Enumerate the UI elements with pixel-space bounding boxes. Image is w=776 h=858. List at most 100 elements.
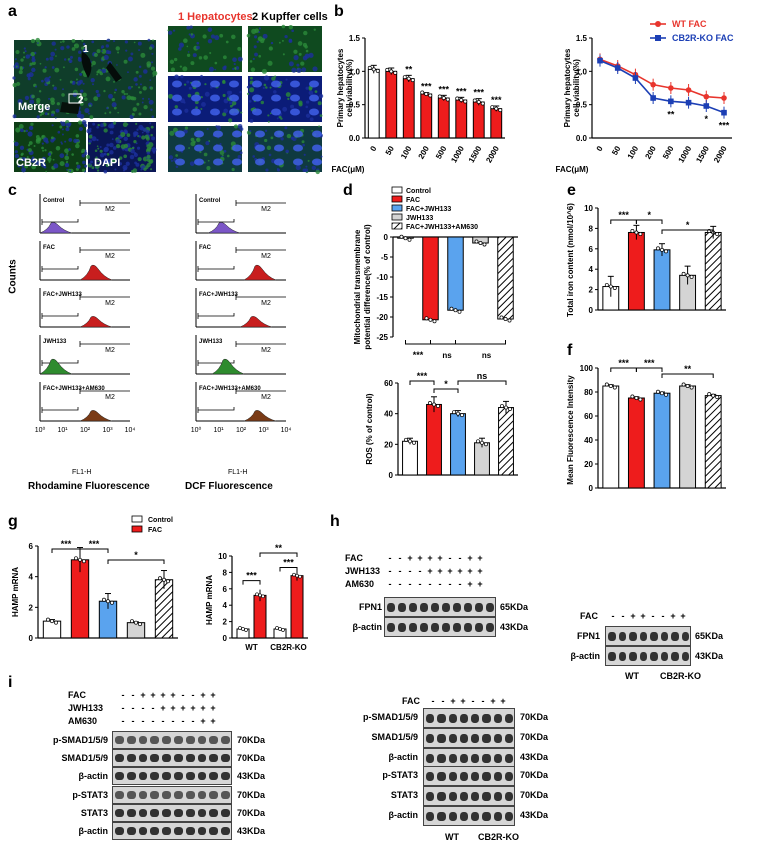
tissue-speck	[196, 41, 200, 45]
data-point	[371, 67, 376, 72]
tissue-speck	[101, 50, 103, 52]
blot-band	[138, 791, 148, 799]
sig-bracket	[610, 219, 637, 224]
tissue-speck	[190, 33, 194, 36]
tissue-speck	[62, 88, 64, 91]
flow-row-label: FAC+JWH133+AM630	[43, 386, 105, 392]
blot-band	[185, 754, 195, 762]
bar-1	[385, 70, 398, 139]
nucleus	[312, 158, 322, 166]
series-point	[685, 87, 692, 93]
x-tick-label: 1500	[467, 144, 484, 164]
blot-band	[493, 733, 502, 743]
tissue-speck	[270, 41, 274, 45]
tissue-speck	[105, 76, 111, 82]
tissue-speck	[254, 52, 258, 57]
tissue-speck	[130, 52, 134, 56]
sig-label: **	[684, 364, 692, 374]
tissue-speck	[19, 145, 25, 150]
sig-label: *	[444, 379, 448, 389]
tissue-speck	[125, 161, 130, 166]
data-point	[106, 599, 110, 604]
data-point	[476, 439, 480, 444]
bar-6	[472, 101, 485, 139]
i-blot-3	[112, 786, 232, 804]
tissue-speck	[276, 168, 279, 171]
tissue-speck	[188, 86, 192, 90]
tissue-speck	[268, 46, 273, 51]
histogram-4	[79, 410, 113, 422]
nucleus	[175, 144, 185, 152]
tissue-speck	[204, 91, 210, 97]
tissue-speck	[183, 83, 187, 86]
i-left-condition-label: FAC	[68, 690, 86, 700]
data-point	[275, 626, 279, 630]
tissue-speck	[187, 51, 190, 53]
i-right-protein-label: STAT3	[390, 790, 418, 800]
tissue-speck	[83, 97, 88, 102]
tissue-speck	[22, 157, 27, 162]
tissue-speck	[131, 86, 133, 88]
hepatocytes-title: 1 Hepatocytes	[178, 11, 253, 23]
x-tick-label: 1000	[677, 144, 694, 164]
blot-band	[639, 651, 647, 661]
tissue-speck	[233, 124, 239, 129]
tissue-speck	[81, 120, 87, 125]
tissue-speck	[168, 155, 174, 160]
tissue-speck	[174, 105, 178, 109]
blot-band	[126, 827, 136, 835]
bar-4	[704, 231, 722, 311]
blot-band	[126, 772, 136, 780]
tissue-speck	[54, 117, 57, 119]
i-right-sign: -	[431, 696, 435, 706]
tissue-speck	[285, 149, 289, 154]
tissue-speck	[288, 38, 293, 43]
tissue-speck	[109, 130, 114, 135]
blot-band	[431, 602, 439, 612]
tissue-speck	[239, 151, 243, 155]
blot-band	[459, 811, 468, 821]
tissue-speck	[69, 55, 73, 59]
tissue-speck	[14, 141, 19, 147]
tissue-speck	[152, 39, 154, 42]
series-point	[668, 98, 674, 105]
tissue-speck	[288, 25, 293, 30]
sig-label: **	[405, 64, 413, 74]
data-point	[78, 557, 82, 562]
tissue-speck	[173, 57, 178, 62]
tissue-speck	[49, 56, 54, 61]
data-point	[102, 597, 106, 602]
blot-band	[671, 651, 679, 661]
tissue-speck	[232, 57, 237, 63]
gate-m1	[197, 266, 235, 272]
tissue-speck	[96, 138, 99, 142]
data-point	[298, 574, 302, 579]
tissue-speck	[28, 141, 33, 145]
panel-label-i: i	[8, 674, 13, 691]
zoom-image-1-2	[246, 125, 323, 175]
blot-band	[437, 791, 446, 801]
i-right-sign: -	[481, 696, 485, 706]
tissue-speck	[111, 97, 115, 102]
h-left-sign: +	[477, 579, 483, 589]
tissue-speck	[76, 96, 80, 100]
tissue-speck	[263, 75, 270, 81]
panel-label-f: f	[567, 342, 573, 359]
tissue-speck	[23, 47, 26, 50]
tissue-speck	[239, 90, 242, 94]
zoom-image-1-0-bg	[248, 26, 322, 72]
blot-band	[431, 622, 439, 632]
bar-5	[455, 99, 468, 139]
blot-band	[138, 736, 148, 744]
tissue-speck	[223, 98, 229, 104]
h-left-sign: +	[437, 553, 443, 563]
h-protein-label: β-actin	[352, 622, 383, 632]
tissue-speck	[56, 102, 60, 106]
data-point	[638, 232, 643, 236]
tissue-speck	[106, 38, 111, 42]
tissue-speck	[249, 119, 254, 123]
sig-bracket	[51, 548, 81, 553]
tissue-speck	[31, 164, 37, 170]
zoom-image-0-2	[168, 123, 244, 172]
